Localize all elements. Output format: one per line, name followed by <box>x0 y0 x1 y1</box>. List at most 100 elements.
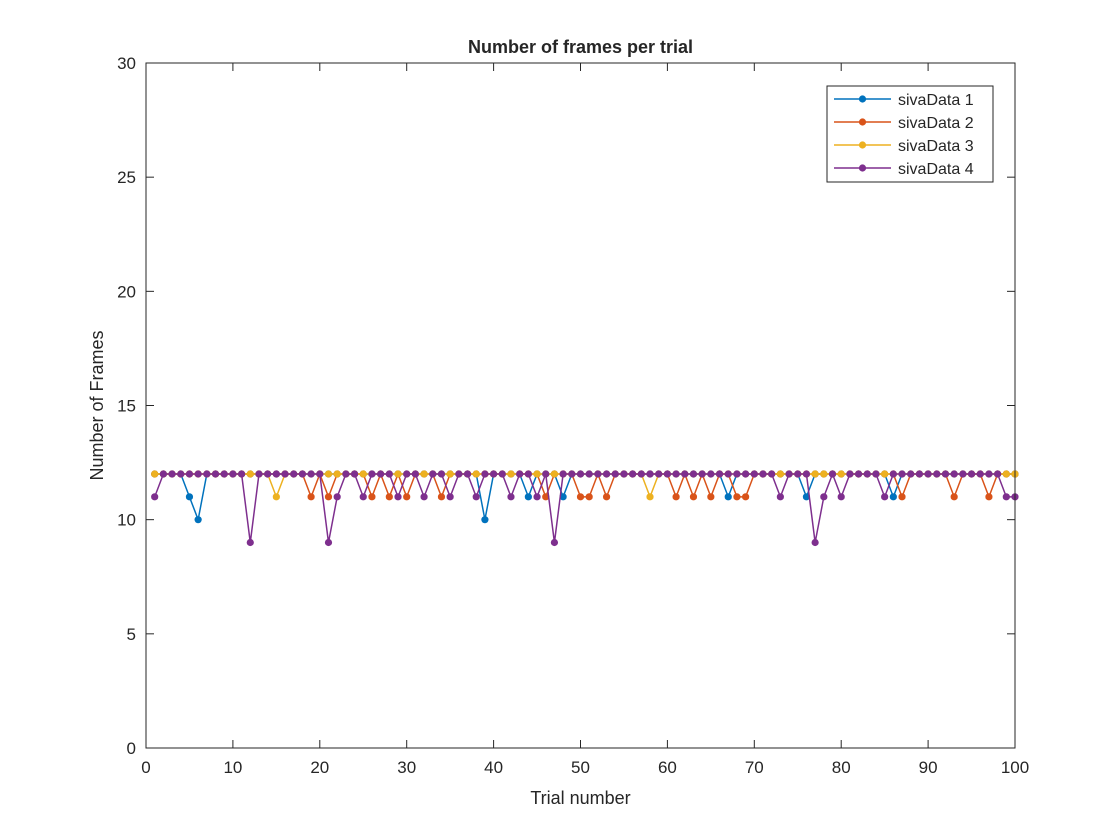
x-tick-label: 90 <box>919 758 938 777</box>
data-point <box>542 470 550 478</box>
data-point <box>542 493 550 501</box>
data-point <box>733 470 741 478</box>
data-point <box>776 493 784 501</box>
data-point <box>203 470 211 478</box>
legend-entry: sivaData 1 <box>834 92 974 109</box>
data-point <box>533 470 541 478</box>
y-axis-label: Number of Frames <box>87 330 107 480</box>
data-point <box>811 470 819 478</box>
data-point <box>420 493 428 501</box>
data-point <box>368 470 376 478</box>
series-line <box>153 473 1015 544</box>
ticks-layer: 0 10 20 30 40 50 60 70 80 90 100 0 5 10 15 20 25 30 <box>117 54 1029 777</box>
data-point <box>568 470 576 478</box>
data-point <box>672 470 680 478</box>
data-point <box>524 470 532 478</box>
legend-box <box>826 85 994 183</box>
data-point <box>802 493 811 501</box>
data-point <box>550 538 559 547</box>
data-point <box>290 470 298 478</box>
data-point <box>820 470 828 478</box>
x-tick-label: 70 <box>745 758 764 777</box>
data-point <box>359 493 367 501</box>
legend-marker <box>858 164 867 172</box>
data-point <box>316 470 324 478</box>
data-point <box>959 470 967 478</box>
data-point <box>950 470 958 478</box>
chart-title: Number of frames per trial <box>468 37 693 57</box>
data-point <box>324 538 333 547</box>
legend-label: sivaData 4 <box>898 161 974 178</box>
legend: sivaData 1 sivaData 2 sivaData 3 sivaData 4 <box>826 85 994 183</box>
x-tick-label: 50 <box>571 758 590 777</box>
data-point <box>985 470 993 478</box>
data-point <box>307 493 315 501</box>
data-point <box>585 470 593 478</box>
data-point <box>915 470 924 478</box>
data-point <box>768 470 776 478</box>
data-point <box>324 470 333 478</box>
data-point <box>655 470 663 478</box>
data-point <box>898 470 906 478</box>
data-point <box>967 470 976 478</box>
data-point <box>837 493 845 501</box>
data-point <box>481 516 489 524</box>
data-point <box>646 470 654 478</box>
data-point <box>237 470 246 478</box>
data-point <box>229 470 237 478</box>
data-point <box>403 470 411 478</box>
data-point <box>785 470 793 478</box>
legend-label: sivaData 3 <box>898 138 974 155</box>
data-point <box>889 493 897 501</box>
data-point <box>550 470 559 478</box>
data-point <box>151 470 159 478</box>
data-point <box>533 493 541 501</box>
data-point <box>724 470 732 478</box>
legend-marker <box>858 141 867 149</box>
data-point <box>194 470 202 478</box>
data-point <box>672 493 680 501</box>
data-point <box>437 493 446 501</box>
data-point <box>463 470 472 478</box>
data-point <box>342 470 350 478</box>
data-point <box>629 470 637 478</box>
data-point <box>524 493 532 501</box>
data-point <box>498 470 506 478</box>
data-point <box>307 470 315 478</box>
x-axis-label: Trial number <box>530 788 630 808</box>
data-point <box>759 470 767 478</box>
data-point <box>854 470 863 478</box>
data-point <box>185 470 194 478</box>
data-point <box>437 470 446 478</box>
data-point <box>707 470 715 478</box>
data-point <box>750 470 758 478</box>
y-tick-label: 5 <box>127 625 136 644</box>
data-point <box>698 470 706 478</box>
data-point <box>646 493 654 501</box>
data-point <box>446 470 454 478</box>
data-point <box>985 493 993 501</box>
data-point <box>420 470 428 478</box>
legend-label: sivaData 2 <box>898 115 974 132</box>
x-tick-label: 30 <box>397 758 416 777</box>
data-point <box>185 493 194 501</box>
y-tick-label: 15 <box>117 397 136 416</box>
data-point <box>620 470 628 478</box>
legend-entry: sivaData 2 <box>834 115 974 132</box>
series-4 <box>151 470 1019 547</box>
data-point <box>994 470 1002 478</box>
data-point <box>377 470 385 478</box>
data-point <box>220 470 228 478</box>
data-point <box>898 493 906 501</box>
data-point <box>872 470 880 478</box>
data-point <box>924 470 932 478</box>
data-point <box>472 470 480 478</box>
data-point <box>481 470 489 478</box>
data-point <box>715 470 724 478</box>
data-point <box>368 493 376 501</box>
data-point <box>272 470 280 478</box>
data-point <box>976 470 984 478</box>
data-point <box>1002 470 1010 478</box>
data-point <box>602 470 611 478</box>
